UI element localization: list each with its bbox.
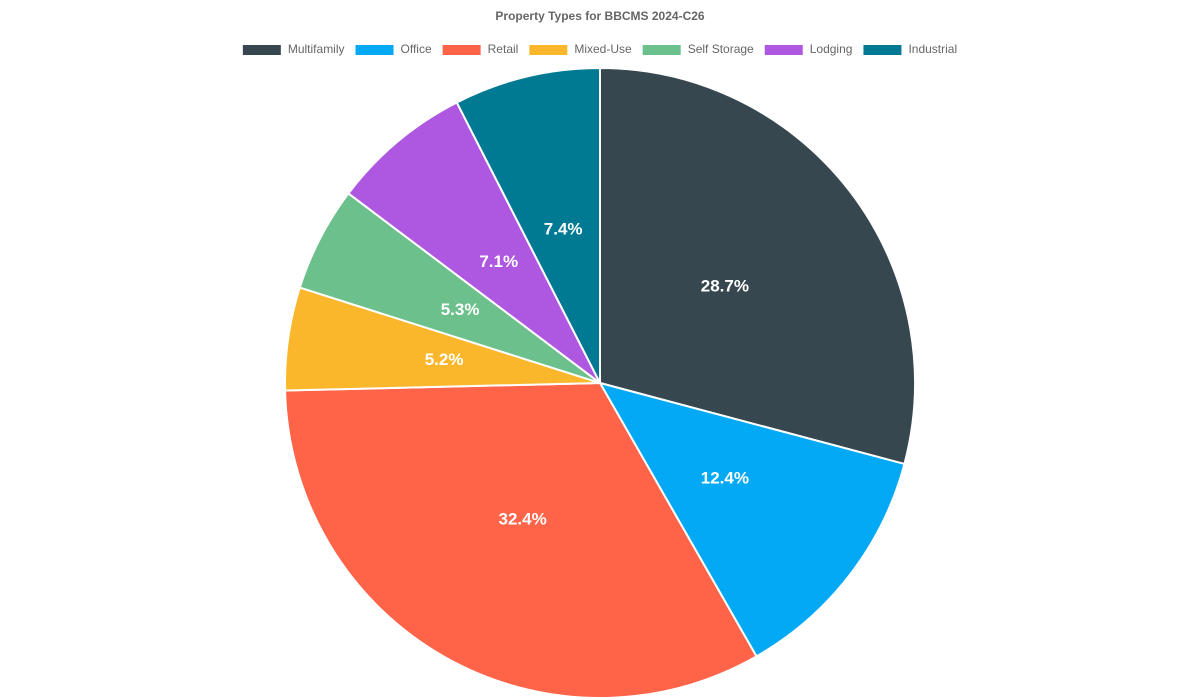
data-label: 7.1% [479, 252, 518, 271]
legend-swatch [442, 45, 481, 55]
pie: 28.7% 12.4% 32.4% 5.2% 5.3% 7.1% 7.4% [284, 66, 916, 699]
legend-label: Self Storage [688, 42, 754, 56]
legend-swatch [242, 45, 281, 55]
legend-item: Lodging [764, 42, 853, 56]
pie-slice [597, 381, 906, 658]
legend-label: Office [401, 42, 432, 56]
data-label: 28.7% [701, 276, 749, 295]
pie-slice [455, 66, 601, 384]
pie-slice [599, 66, 916, 466]
pie-slice [347, 101, 601, 384]
data-label: 5.3% [441, 300, 480, 319]
legend-label: Mixed-Use [574, 42, 632, 56]
legend-label: Multifamily [288, 42, 345, 56]
legend-swatch [355, 45, 394, 55]
data-label: 32.4% [499, 510, 547, 529]
data-label: 7.4% [544, 219, 583, 238]
legend-label: Lodging [810, 42, 853, 56]
legend-swatch [529, 45, 568, 55]
data-label: 12.4% [701, 468, 749, 487]
legend-item: Mixed-Use [529, 42, 632, 56]
legend-swatch [764, 45, 803, 55]
legend-item: Multifamily [242, 42, 345, 56]
chart-title: Property Types for BBCMS 2024-C26 [495, 9, 705, 23]
legend-swatch [642, 45, 681, 55]
legend: Multifamily Office Retail Mixed-Use Self Sto… [242, 42, 957, 56]
legend-item: Office [355, 42, 432, 56]
data-label: 5.2% [425, 350, 464, 369]
legend-item: Retail [442, 42, 519, 56]
pie-slice [284, 381, 758, 699]
legend-label: Retail [488, 42, 519, 56]
legend-label: Industrial [908, 42, 957, 56]
legend-item: Industrial [863, 42, 957, 56]
legend-item: Self Storage [642, 42, 754, 56]
legend-swatch [863, 45, 902, 55]
